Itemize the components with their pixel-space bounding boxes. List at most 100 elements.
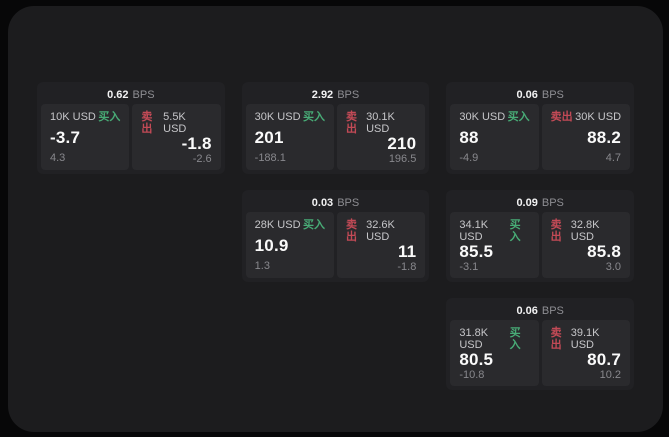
sell-quote-panel[interactable]: 卖出 32.6K USD 11 -1.8	[337, 212, 426, 278]
sell-delta: 10.2	[599, 369, 622, 381]
bps-spread-value: 2.92	[311, 89, 334, 101]
buy-panel-top: 30K USD 买入	[459, 111, 529, 123]
card-body: 28K USD 买入 10.9 1.3 卖出 32.6K USD 11 -1.8	[245, 212, 426, 278]
bps-unit-label: BPS	[337, 197, 360, 209]
card-header: 0.09 BPS	[450, 194, 630, 212]
quote-card: 0.03 BPS 28K USD 买入 10.9 1.3 卖出 32.6K US…	[241, 190, 430, 282]
buy-quote-panel[interactable]: 28K USD 买入 10.9 1.3	[245, 212, 334, 278]
sell-size-label: 39.1K USD	[570, 327, 600, 351]
sell-quote-panel[interactable]: 卖出 32.8K USD 85.8 3.0	[541, 212, 631, 278]
bps-unit-label: BPS	[132, 89, 155, 101]
bps-spread-value: 0.06	[516, 89, 538, 101]
bps-unit-label: BPS	[337, 89, 360, 101]
bps-unit-label: BPS	[541, 89, 564, 101]
sell-side-label: 卖出	[550, 219, 562, 243]
buy-panel-top: 28K USD 买入	[255, 219, 325, 231]
card-body: 31.8K USD 买入 80.5 -10.8 卖出 39.1K USD 80.…	[450, 320, 631, 386]
buy-delta: 1.3	[254, 260, 270, 272]
sell-delta: 4.7	[605, 152, 622, 164]
buy-quote-panel[interactable]: 31.8K USD 买入 80.5 -10.8	[450, 320, 539, 386]
buy-price: -3.7	[50, 127, 81, 147]
buy-panel-top: 34.1K USD 买入	[459, 219, 529, 243]
sell-panel-top: 卖出 30.1K USD	[346, 111, 416, 135]
quote-cards-grid: 0.62 BPS 10K USD 买入 -3.7 4.3 卖出 5.5K USD…	[37, 82, 634, 390]
buy-price: 80.5	[459, 350, 494, 369]
sell-quote-panel[interactable]: 卖出 39.1K USD 80.7 10.2	[541, 320, 631, 386]
buy-side-label: 买入	[303, 111, 325, 123]
buy-price: 10.9	[254, 235, 289, 255]
sell-size-label: 32.8K USD	[570, 219, 600, 243]
buy-quote-panel[interactable]: 30K USD 买入 88 -4.9	[450, 104, 539, 170]
buy-size-label: 28K USD	[254, 219, 301, 231]
buy-price: 201	[254, 127, 284, 147]
card-body: 10K USD 买入 -3.7 4.3 卖出 5.5K USD -1.8 -2.…	[41, 104, 221, 170]
sell-price: 11	[397, 242, 417, 261]
sell-quote-panel[interactable]: 卖出 5.5K USD -1.8 -2.6	[132, 104, 221, 170]
sell-side-label: 卖出	[346, 111, 357, 135]
sell-quote-panel[interactable]: 卖出 30.1K USD 210 196.5	[337, 104, 426, 170]
bps-spread-value: 0.09	[516, 197, 538, 209]
buy-quote-panel[interactable]: 10K USD 买入 -3.7 4.3	[41, 104, 130, 170]
buy-size-label: 30K USD	[254, 111, 301, 123]
buy-panel-top: 30K USD 买入	[255, 111, 325, 123]
buy-side-label: 买入	[509, 327, 521, 351]
sell-size-label: 32.6K USD	[366, 219, 395, 243]
bps-unit-label: BPS	[541, 197, 564, 209]
quote-card: 2.92 BPS 30K USD 买入 201 -188.1 卖出 30.1K …	[241, 82, 430, 174]
card-header: 0.62 BPS	[41, 86, 221, 104]
quote-card: 0.62 BPS 10K USD 买入 -3.7 4.3 卖出 5.5K USD…	[37, 82, 225, 174]
sell-size-label: 30.1K USD	[366, 111, 395, 135]
sell-price: 80.7	[587, 350, 622, 369]
card-header: 0.03 BPS	[246, 194, 426, 212]
buy-delta: -3.1	[459, 261, 479, 273]
buy-quote-panel[interactable]: 34.1K USD 买入 85.5 -3.1	[450, 212, 539, 278]
card-body: 30K USD 买入 88 -4.9 卖出 30K USD 88.2 4.7	[450, 104, 631, 170]
buy-price: 88	[459, 127, 479, 147]
card-body: 34.1K USD 买入 85.5 -3.1 卖出 32.8K USD 85.8…	[450, 212, 631, 278]
buy-side-label: 买入	[507, 111, 530, 123]
bps-spread-value: 0.62	[107, 89, 129, 101]
sell-panel-top: 卖出 32.6K USD	[346, 219, 416, 243]
buy-side-label: 买入	[303, 219, 325, 231]
card-header: 0.06 BPS	[450, 86, 630, 104]
buy-size-label: 30K USD	[459, 111, 506, 123]
sell-side-label: 卖出	[141, 111, 153, 135]
sell-delta: 3.0	[605, 261, 622, 273]
bps-unit-label: BPS	[541, 305, 564, 317]
sell-panel-top: 卖出 39.1K USD	[551, 327, 621, 351]
sell-price: 85.8	[587, 242, 622, 261]
bps-spread-value: 0.06	[516, 305, 538, 317]
buy-delta: -188.1	[254, 152, 286, 164]
buy-delta: -10.8	[459, 369, 485, 381]
buy-size-label: 10K USD	[50, 111, 96, 123]
buy-price: 85.5	[459, 242, 494, 261]
sell-side-label: 卖出	[550, 327, 562, 351]
sell-price: 88.2	[587, 127, 622, 147]
sell-panel-top: 卖出 5.5K USD	[141, 111, 211, 135]
card-body: 30K USD 买入 201 -188.1 卖出 30.1K USD 210 1…	[245, 104, 426, 170]
card-header: 2.92 BPS	[246, 86, 426, 104]
bps-spread-value: 0.03	[311, 197, 334, 209]
sell-price: -1.8	[181, 134, 212, 153]
sell-size-label: 30K USD	[575, 111, 622, 123]
quote-card: 0.06 BPS 30K USD 买入 88 -4.9 卖出 30K USD 8…	[446, 82, 634, 174]
buy-delta: -4.9	[459, 152, 479, 164]
buy-quote-panel[interactable]: 30K USD 买入 201 -188.1	[245, 104, 334, 170]
sell-delta: -2.6	[192, 153, 212, 165]
sell-quote-panel[interactable]: 卖出 30K USD 88.2 4.7	[541, 104, 631, 170]
sell-side-label: 卖出	[550, 111, 573, 123]
sell-delta: -1.8	[397, 261, 417, 273]
buy-size-label: 31.8K USD	[459, 327, 489, 351]
buy-side-label: 买入	[98, 111, 121, 123]
buy-size-label: 34.1K USD	[459, 219, 489, 243]
sell-panel-top: 卖出 30K USD	[551, 111, 621, 123]
sell-price: 210	[387, 134, 417, 153]
sell-panel-top: 卖出 32.8K USD	[551, 219, 621, 243]
buy-panel-top: 10K USD 买入	[50, 111, 120, 123]
sell-delta: 196.5	[388, 153, 417, 165]
buy-panel-top: 31.8K USD 买入	[459, 327, 529, 351]
quote-card: 0.09 BPS 34.1K USD 买入 85.5 -3.1 卖出 32.8K…	[446, 190, 634, 282]
app-panel: 0.62 BPS 10K USD 买入 -3.7 4.3 卖出 5.5K USD…	[8, 6, 663, 432]
buy-side-label: 买入	[509, 219, 521, 243]
buy-delta: 4.3	[50, 152, 66, 164]
